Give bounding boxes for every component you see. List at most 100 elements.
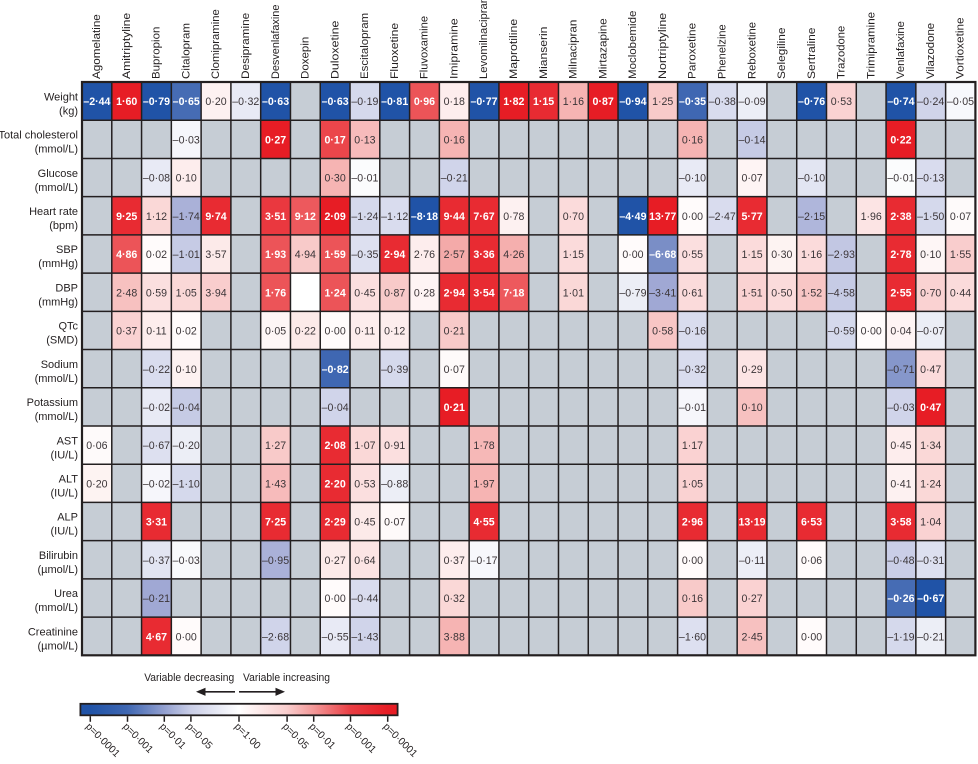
svg-text:–0·01: –0·01 — [351, 173, 378, 185]
svg-text:(kg): (kg) — [59, 105, 78, 117]
svg-text:13·77: 13·77 — [649, 211, 676, 223]
svg-text:2·76: 2·76 — [414, 249, 435, 261]
svg-text:0·00: 0·00 — [176, 631, 197, 643]
svg-text:0·17: 0·17 — [325, 134, 346, 146]
svg-text:0·41: 0·41 — [890, 478, 911, 490]
svg-text:Mianserin: Mianserin — [538, 27, 550, 79]
svg-text:2·48: 2·48 — [116, 287, 137, 299]
svg-text:–0·19: –0·19 — [351, 96, 378, 108]
svg-text:Variable increasing: Variable increasing — [243, 672, 330, 684]
svg-text:–0·05: –0·05 — [947, 96, 974, 108]
svg-text:Potassium: Potassium — [27, 397, 78, 409]
svg-text:0·16: 0·16 — [682, 134, 703, 146]
svg-text:–0·35: –0·35 — [679, 96, 706, 108]
svg-text:0·29: 0·29 — [741, 364, 762, 376]
svg-text:Venlafaxine: Venlafaxine — [895, 21, 907, 79]
svg-text:ALP: ALP — [57, 512, 78, 524]
svg-text:0·00: 0·00 — [325, 326, 346, 338]
svg-text:–0·65: –0·65 — [173, 96, 200, 108]
svg-text:Fluvoxamine: Fluvoxamine — [419, 16, 431, 79]
svg-text:DBP: DBP — [55, 282, 78, 294]
svg-text:1·07: 1·07 — [354, 440, 375, 452]
svg-text:1·96: 1·96 — [861, 211, 882, 223]
svg-text:–1·60: –1·60 — [679, 631, 706, 643]
svg-text:1·43: 1·43 — [265, 478, 286, 490]
svg-text:Vortioxetine: Vortioxetine — [955, 17, 967, 79]
svg-text:–2·47: –2·47 — [709, 211, 736, 223]
svg-text:–0·44: –0·44 — [351, 593, 378, 605]
svg-text:–0·11: –0·11 — [739, 555, 765, 567]
svg-text:–0·26: –0·26 — [887, 593, 914, 605]
svg-text:0·64: 0·64 — [354, 555, 375, 567]
svg-text:0·20: 0·20 — [205, 96, 226, 108]
svg-text:0·47: 0·47 — [920, 402, 941, 414]
svg-text:0·13: 0·13 — [354, 134, 375, 146]
svg-text:0·37: 0·37 — [116, 326, 137, 338]
svg-text:–0·04: –0·04 — [173, 402, 200, 414]
svg-text:–0·10: –0·10 — [679, 173, 706, 185]
svg-text:–2·68: –2·68 — [262, 631, 289, 643]
svg-text:(mmol/L): (mmol/L) — [35, 373, 78, 385]
svg-text:0·00: 0·00 — [682, 211, 703, 223]
svg-text:–0·22: –0·22 — [143, 364, 170, 376]
svg-text:–0·09: –0·09 — [738, 96, 765, 108]
svg-text:QTc: QTc — [58, 321, 78, 333]
svg-text:0·50: 0·50 — [771, 287, 792, 299]
svg-text:1·25: 1·25 — [652, 96, 673, 108]
svg-text:Fluoxetine: Fluoxetine — [389, 23, 401, 79]
svg-text:–1·50: –1·50 — [917, 211, 944, 223]
svg-text:0·37: 0·37 — [444, 555, 465, 567]
svg-text:–0·37: –0·37 — [143, 555, 170, 567]
svg-text:–0·21: –0·21 — [143, 593, 170, 605]
svg-text:–0·10: –0·10 — [798, 173, 825, 185]
svg-text:0·45: 0·45 — [354, 287, 375, 299]
svg-text:4·55: 4·55 — [473, 517, 494, 529]
svg-text:0·53: 0·53 — [831, 96, 852, 108]
svg-text:–8·18: –8·18 — [411, 211, 438, 223]
svg-text:–0·95: –0·95 — [262, 555, 289, 567]
svg-text:–1·74: –1·74 — [173, 211, 200, 223]
svg-text:3·51: 3·51 — [265, 211, 286, 223]
svg-text:–1·12: –1·12 — [381, 211, 408, 223]
svg-text:0·91: 0·91 — [384, 440, 405, 452]
svg-text:0·11: 0·11 — [355, 326, 376, 338]
svg-text:Moclobemide: Moclobemide — [627, 11, 639, 79]
svg-text:0·27: 0·27 — [741, 593, 762, 605]
svg-text:6·53: 6·53 — [801, 517, 822, 529]
svg-text:3·57: 3·57 — [205, 249, 226, 261]
svg-text:(µmol/L): (µmol/L) — [37, 640, 78, 652]
svg-text:0·47: 0·47 — [920, 364, 941, 376]
svg-text:0·02: 0·02 — [146, 249, 167, 261]
svg-text:–1·43: –1·43 — [351, 631, 378, 643]
svg-text:–1·19: –1·19 — [887, 631, 914, 643]
svg-text:Desvenlafaxine: Desvenlafaxine — [270, 5, 282, 79]
svg-text:0·20: 0·20 — [86, 478, 107, 490]
svg-text:Citalopram: Citalopram — [180, 23, 192, 79]
svg-text:–3·41: –3·41 — [649, 287, 676, 299]
svg-text:Trazodone: Trazodone — [836, 26, 848, 79]
svg-text:0·30: 0·30 — [325, 173, 346, 185]
svg-text:2·20: 2·20 — [325, 478, 346, 490]
svg-text:1·01: 1·01 — [563, 287, 584, 299]
svg-text:Variable decreasing: Variable decreasing — [144, 672, 234, 684]
svg-text:–4·58: –4·58 — [828, 287, 855, 299]
svg-text:(mmol/L): (mmol/L) — [35, 602, 78, 614]
svg-text:–0·74: –0·74 — [887, 96, 914, 108]
svg-text:1·15: 1·15 — [533, 96, 554, 108]
svg-text:Selegiline: Selegiline — [776, 27, 788, 79]
svg-text:4·94: 4·94 — [295, 249, 316, 261]
svg-text:2·94: 2·94 — [444, 287, 465, 299]
svg-text:Imipramine: Imipramine — [448, 18, 460, 79]
svg-text:Creatinine: Creatinine — [28, 626, 78, 638]
svg-text:(mmol/L): (mmol/L) — [35, 144, 78, 156]
svg-text:7·67: 7·67 — [473, 211, 494, 223]
svg-text:0·00: 0·00 — [622, 249, 643, 261]
svg-text:Amitriptyline: Amitriptyline — [121, 13, 133, 79]
svg-text:–0·59: –0·59 — [828, 326, 855, 338]
svg-text:4·86: 4·86 — [116, 249, 137, 261]
svg-text:Milnacipran: Milnacipran — [568, 20, 580, 79]
svg-text:–0·01: –0·01 — [887, 173, 914, 185]
svg-text:–0·20: –0·20 — [173, 440, 200, 452]
svg-text:–0·03: –0·03 — [173, 555, 200, 567]
svg-text:0·02: 0·02 — [176, 326, 197, 338]
